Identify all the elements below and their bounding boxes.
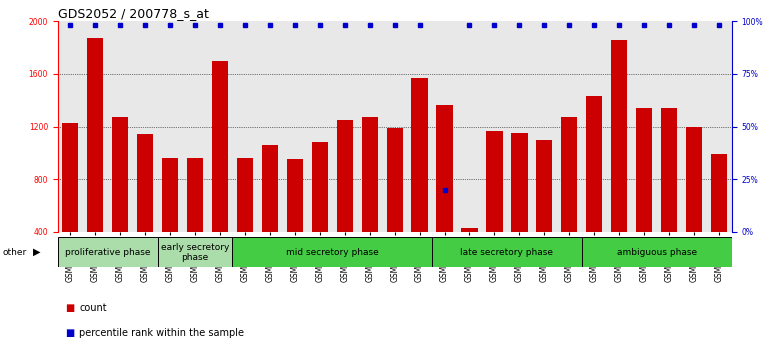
Bar [62,122,79,285]
Text: GDS2052 / 200778_s_at: GDS2052 / 200778_s_at [58,7,209,20]
Bar [233,237,432,267]
Bar [158,237,233,267]
Bar [286,159,303,285]
Bar [711,154,727,285]
Bar [432,237,582,267]
Bar [582,237,732,267]
Text: proliferative phase: proliferative phase [65,248,150,257]
Bar [187,158,203,285]
Text: ■: ■ [65,328,75,338]
Bar [237,158,253,285]
Bar [212,61,228,285]
Bar [461,228,477,285]
Text: percentile rank within the sample: percentile rank within the sample [79,328,244,338]
Bar [262,145,278,285]
Bar [437,105,453,285]
Bar [561,117,578,285]
Bar [362,117,378,285]
Text: early secretory
phase: early secretory phase [161,242,229,262]
Text: ambiguous phase: ambiguous phase [617,248,697,257]
Bar [636,108,652,285]
Text: ▶: ▶ [33,247,41,257]
Text: other: other [2,248,26,257]
Bar [312,142,328,285]
Text: count: count [79,303,107,313]
Bar [611,40,628,285]
Bar [162,158,178,285]
Bar [686,127,702,285]
Bar [536,140,552,285]
Bar [387,128,403,285]
Text: mid secretory phase: mid secretory phase [286,248,379,257]
Bar [58,237,158,267]
Text: late secretory phase: late secretory phase [460,248,554,257]
Bar [336,120,353,285]
Bar [661,108,678,285]
Text: ■: ■ [65,303,75,313]
Bar [487,131,503,285]
Bar [411,78,427,285]
Bar [87,38,103,285]
Bar [112,117,129,285]
Bar [586,96,602,285]
Bar [511,133,527,285]
Bar [137,135,153,285]
